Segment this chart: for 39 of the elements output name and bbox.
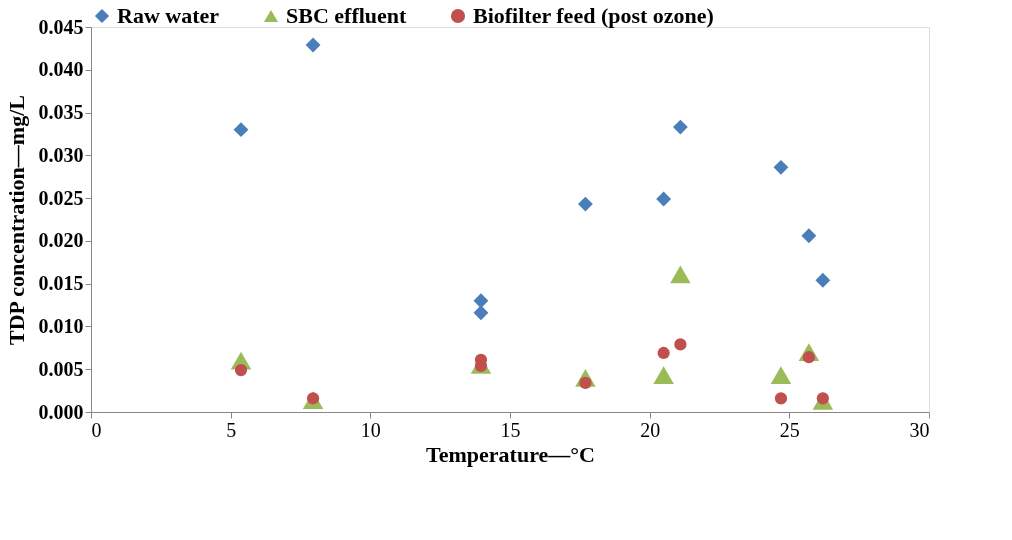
y-tick-label: 0.030 — [38, 143, 84, 166]
point — [473, 305, 489, 321]
point — [801, 228, 817, 244]
point — [578, 196, 593, 212]
point — [774, 392, 788, 405]
point — [657, 346, 670, 360]
x-tick-label: 5 — [226, 418, 237, 441]
point — [770, 366, 792, 385]
point — [234, 363, 248, 377]
x-tick-label: 25 — [779, 418, 800, 441]
y-tick-label: 0.015 — [38, 272, 84, 295]
point — [473, 293, 489, 309]
y-tick-label: 0.000 — [38, 400, 84, 423]
point — [233, 122, 249, 138]
y-tick-label: 0.025 — [38, 186, 84, 209]
x-tick-label: 10 — [360, 418, 381, 441]
x-tick-label: 0 — [91, 418, 102, 441]
x-axis-title: Temperature—°C — [426, 441, 595, 467]
y-tick-label: 0.045 — [38, 15, 84, 38]
x-tick-label: 20 — [640, 418, 661, 441]
point — [670, 265, 691, 284]
point — [672, 119, 688, 135]
y-tick-label: 0.035 — [38, 101, 84, 124]
x-tick-label: 30 — [909, 418, 930, 441]
y-tick-label: 0.005 — [38, 357, 84, 380]
point — [674, 338, 687, 351]
legend-label: Biofilter feed (post ozone) — [473, 3, 714, 28]
point — [305, 37, 321, 53]
point — [653, 366, 674, 385]
y-axis-title: TDP concentration—mg/L — [3, 95, 29, 345]
x-tick-label: 15 — [500, 418, 521, 441]
point — [773, 159, 789, 175]
y-tick-label: 0.020 — [38, 229, 84, 252]
legend-label: SBC effluent — [286, 3, 408, 28]
point — [656, 191, 672, 207]
legend-label: Raw water — [117, 3, 220, 28]
y-tick-label: 0.040 — [38, 58, 84, 81]
y-tick-label: 0.010 — [38, 314, 84, 337]
point — [815, 272, 831, 288]
